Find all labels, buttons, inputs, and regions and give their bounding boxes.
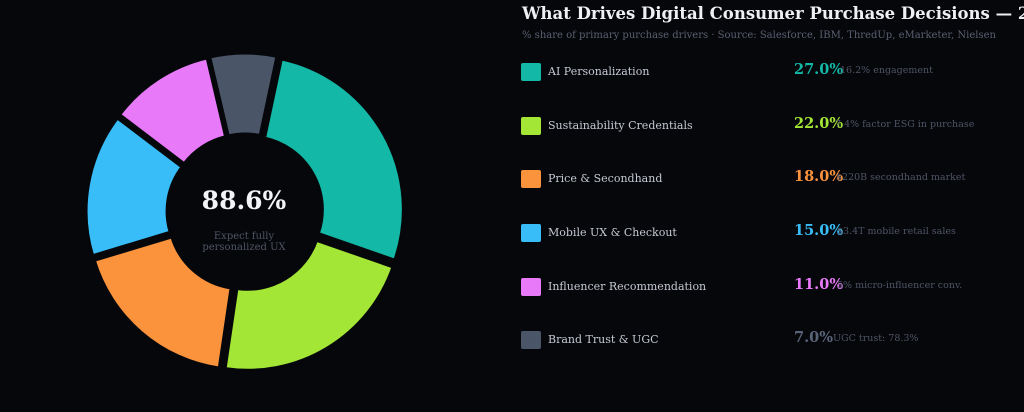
donut-slice-influencer-recommendation <box>117 56 228 166</box>
donut-slice-sustainability-credentials <box>223 238 395 372</box>
legend-label: Sustainability Credentials <box>548 118 693 132</box>
legend-note: 16.2% engagement <box>840 65 933 76</box>
donut-slice-ai-personalization <box>262 57 405 263</box>
legend-item: Brand Trust & UGC 7.0% UGC trust: 78.3% <box>520 329 1020 384</box>
legend-note: $220B secondhand market <box>836 172 966 184</box>
legend-item: AI Personalization 27.0% 16.2% engagement <box>520 61 1020 116</box>
donut-slice-brand-trust-ugc <box>207 51 279 138</box>
legend-note: UGC trust: 78.3% <box>833 333 919 345</box>
legend-label: Price & Secondhand <box>548 172 663 186</box>
legend-swatch <box>521 331 541 350</box>
legend-swatch <box>521 116 541 135</box>
legend-item: Influencer Recommendation 11.0% 5% micro-i… <box>520 275 1020 331</box>
legend-note: 5% micro-influencer conv. <box>837 279 963 291</box>
center-caption-line-1: Expect fully <box>214 231 275 242</box>
legend-value: 27.0% <box>794 61 844 78</box>
legend-swatch <box>521 63 541 81</box>
legend-item: Mobile UX & Checkout 15.0% $3.4T mobile re… <box>520 222 1020 277</box>
legend-value: 18.0% <box>794 168 844 186</box>
chart-title: What Drives Digital Consumer Purchase De… <box>522 4 1024 23</box>
legend-note: $3.4T mobile retail sales <box>837 226 956 238</box>
legend-value: 7.0% <box>794 329 834 347</box>
legend-note: 7.4% factor ESG in purchase <box>835 118 975 130</box>
legend-item: Sustainability Credentials 22.0% 7.4% fact… <box>520 114 1020 170</box>
legend-label: Mobile UX & Checkout <box>548 226 677 240</box>
legend-swatch <box>521 170 541 189</box>
center-value: 88.6% <box>202 186 287 215</box>
legend-value: 22.0% <box>794 114 844 132</box>
legend: AI Personalization 27.0% 16.2% engagement S… <box>520 61 1020 384</box>
legend-label: AI Personalization <box>548 65 650 78</box>
chart-subtitle: % share of primary purchase drivers · So… <box>522 30 996 41</box>
legend-value: 15.0% <box>794 222 844 240</box>
legend-swatch <box>521 224 541 243</box>
legend-label: Influencer Recommendation <box>548 279 707 293</box>
donut-slice-mobile-ux-checkout <box>84 115 185 258</box>
donut-chart: 88.6% Expect fully personalized UX <box>84 51 405 372</box>
legend-label: Brand Trust & UGC <box>548 333 659 347</box>
donut-slice-price-secondhand <box>92 235 233 370</box>
legend-swatch <box>521 277 541 296</box>
legend-item: Price & Secondhand 18.0% $220B secondhand … <box>520 168 1020 223</box>
center-caption-line-2: personalized UX <box>202 242 286 253</box>
legend-value: 11.0% <box>794 275 844 293</box>
